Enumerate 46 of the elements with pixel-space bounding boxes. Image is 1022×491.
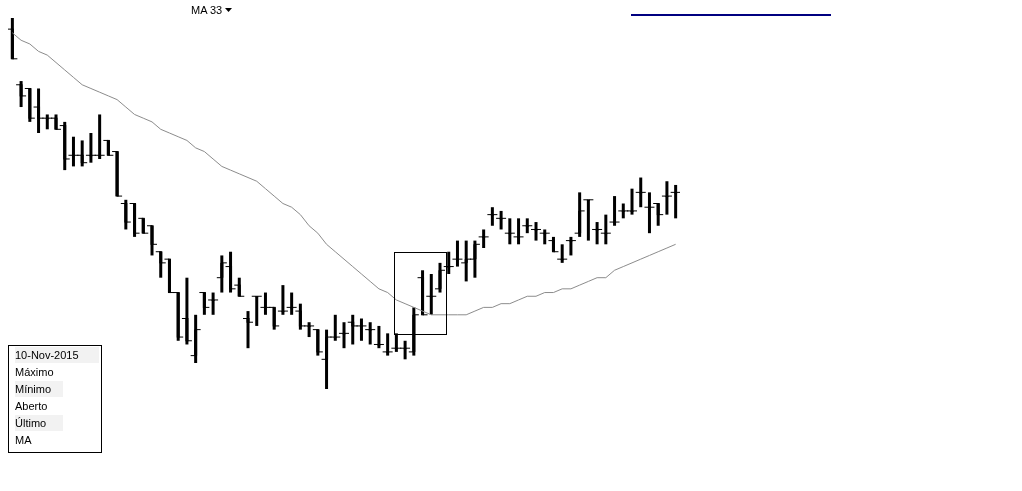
- candlestick: [643, 192, 655, 235]
- candlestick: [635, 177, 647, 209]
- text: MA: [15, 433, 33, 448]
- candlestick: [495, 209, 507, 230]
- candlestick: [155, 251, 167, 278]
- candlestick: [216, 255, 228, 293]
- candlestick: [486, 207, 498, 226]
- candlestick: [565, 235, 577, 256]
- candlestick: [478, 229, 490, 249]
- candlestick: [539, 229, 551, 245]
- text: Aberto: [15, 399, 49, 414]
- candlestick: [425, 273, 437, 315]
- candlestick: [373, 324, 385, 350]
- candlestick: [33, 88, 45, 134]
- annotation: Mínimo: [15, 381, 63, 397]
- candlestick: [504, 218, 516, 245]
- candlestick: [617, 203, 629, 219]
- candlestick: [661, 181, 673, 215]
- text: MA 33: [191, 4, 223, 16]
- annotation: 10-Nov-2015: [15, 347, 99, 363]
- candlestick: [451, 240, 463, 267]
- candlestick: [652, 203, 664, 226]
- candlestick: [41, 114, 53, 130]
- candlestick: [399, 339, 411, 360]
- candlestick: [521, 218, 533, 235]
- candlestick: [600, 214, 612, 245]
- candlestick: [207, 292, 219, 315]
- candlestick: [76, 140, 88, 167]
- candlestick: [513, 218, 525, 245]
- annotation: Máximo: [15, 365, 55, 380]
- candlestick: [294, 303, 306, 330]
- candlestick: [233, 277, 245, 297]
- candlestick: [198, 292, 210, 315]
- candlestick: [286, 292, 298, 315]
- candlestick: [67, 136, 79, 167]
- candlestick: [469, 240, 481, 278]
- candlestick: [582, 198, 594, 241]
- candlestick: [338, 322, 350, 350]
- candlestick: [530, 222, 542, 241]
- candlestick: [259, 292, 271, 315]
- candlestick: [85, 133, 97, 163]
- candlestick: [15, 81, 27, 109]
- candlestick: [591, 222, 603, 245]
- candlestick: [443, 251, 455, 274]
- text: Último: [15, 415, 63, 431]
- candlestick: [364, 322, 376, 345]
